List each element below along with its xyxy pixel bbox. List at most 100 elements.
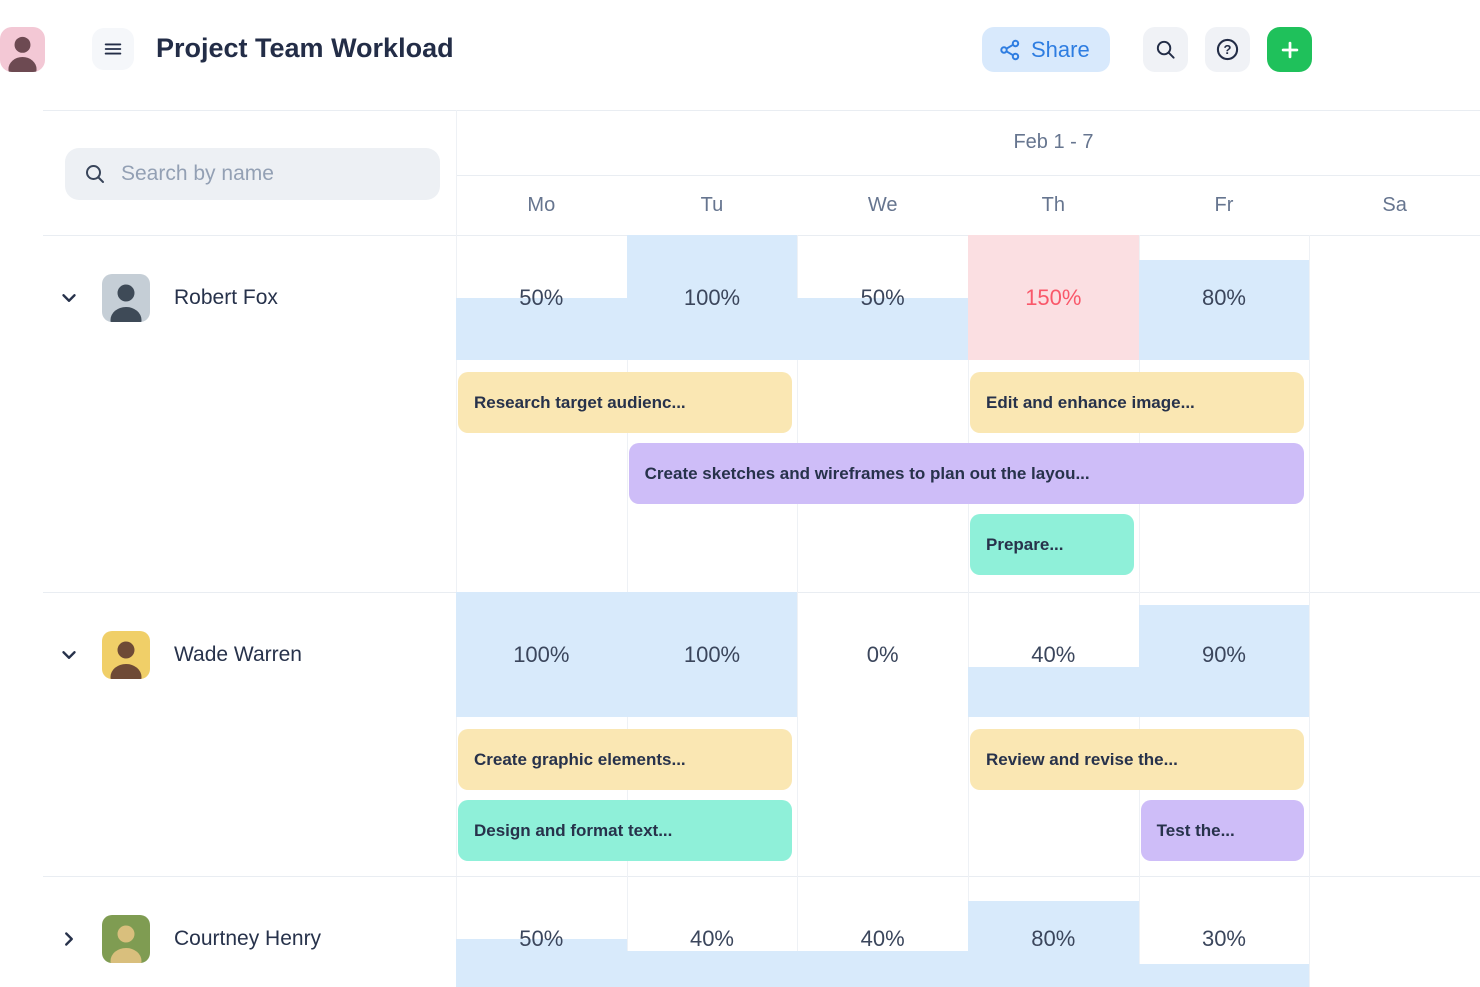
- help-button[interactable]: ?: [1205, 27, 1250, 72]
- day-header-sa: Sa: [1382, 193, 1407, 216]
- column-gridline: [1309, 235, 1311, 987]
- hamburger-menu-icon: [104, 43, 122, 55]
- task-bar[interactable]: Create sketches and wireframes to plan o…: [628, 443, 1305, 504]
- day-header-we: We: [867, 193, 898, 216]
- member-avatar: [102, 914, 150, 963]
- workload-cell-tu[interactable]: 100%: [626, 235, 798, 360]
- workload-cell-mo[interactable]: 50%: [456, 876, 627, 987]
- user-avatar[interactable]: [0, 27, 45, 72]
- day-header-fr: Fr: [1214, 193, 1234, 216]
- workload-fill: [626, 592, 798, 717]
- workload-cell-tu[interactable]: 100%: [626, 592, 798, 717]
- member-search-box: [65, 148, 440, 200]
- workload-percent-label: 100%: [683, 284, 741, 310]
- member-name: Wade Warren: [174, 642, 302, 666]
- task-label: Create sketches and wireframes to plan o…: [644, 463, 1090, 483]
- svg-text:?: ?: [1224, 42, 1232, 57]
- workload-cell-fr[interactable]: 80%: [1138, 235, 1310, 360]
- task-bar[interactable]: Review and revise the...: [970, 729, 1305, 790]
- workload-cell-fr[interactable]: 90%: [1138, 592, 1310, 717]
- workload-fill: [626, 951, 798, 987]
- day-header-th: Th: [1041, 193, 1065, 216]
- workload-percent-label: 40%: [1031, 641, 1076, 667]
- member-row-label: Courtney Henry: [56, 876, 321, 987]
- workload-cell-we[interactable]: 40%: [797, 876, 968, 987]
- member-name: Robert Fox: [174, 285, 278, 309]
- task-bar[interactable]: Test the...: [1140, 800, 1305, 861]
- row-toggle-button[interactable]: [56, 642, 82, 668]
- task-label: Review and revise the...: [986, 749, 1178, 769]
- row-toggle-button[interactable]: [56, 926, 82, 952]
- chevron-down-icon: [62, 650, 76, 659]
- workload-percent-label: 50%: [519, 284, 564, 310]
- workload-percent-label: 30%: [1201, 925, 1246, 951]
- member-search-input[interactable]: [119, 161, 426, 187]
- workload-cell-we[interactable]: 50%: [797, 235, 968, 360]
- global-search-button[interactable]: [1143, 27, 1188, 72]
- task-label: Research target audienc...: [474, 392, 686, 412]
- search-icon: [1156, 40, 1175, 59]
- member-photo-icon: [102, 630, 150, 679]
- menu-button[interactable]: [92, 28, 134, 70]
- workload-percent-label: 40%: [860, 925, 905, 951]
- workload-fill: [968, 667, 1139, 717]
- member-photo-icon: [102, 914, 150, 963]
- member-avatar: [102, 630, 150, 679]
- workload-fill: [456, 938, 627, 987]
- task-bar[interactable]: Edit and enhance image...: [970, 372, 1305, 433]
- task-label: Create graphic elements...: [474, 749, 686, 769]
- column-gridline: [797, 235, 799, 987]
- workload-cell-tu[interactable]: 40%: [626, 876, 798, 987]
- workload-fill: [797, 951, 968, 987]
- workload-percent-label: 50%: [519, 925, 564, 951]
- member-avatar: [102, 273, 150, 322]
- workload-fill: [968, 235, 1139, 360]
- workload-fill: [1138, 963, 1310, 987]
- workload-cell-th[interactable]: 80%: [968, 876, 1139, 987]
- chevron-down-icon: [62, 293, 76, 302]
- workload-cell-mo[interactable]: 100%: [456, 592, 627, 717]
- divider-line: [43, 110, 1480, 111]
- workload-cell-th[interactable]: 40%: [968, 592, 1139, 717]
- task-bar[interactable]: Prepare...: [970, 514, 1134, 575]
- workload-fill: [456, 592, 627, 717]
- share-button-label: Share: [1031, 36, 1090, 62]
- workload-cell-th[interactable]: 150%: [968, 235, 1139, 360]
- task-bar[interactable]: Research target audienc...: [458, 372, 793, 433]
- workload-percent-label: 150%: [1025, 284, 1082, 310]
- task-label: Prepare...: [986, 534, 1064, 554]
- workload-fill: [456, 297, 627, 360]
- chevron-right-icon: [65, 931, 73, 946]
- workload-cell-we[interactable]: 0%: [797, 592, 968, 717]
- member-row-label: Wade Warren: [56, 592, 302, 717]
- workload-percent-label: 0%: [866, 641, 899, 667]
- user-photo-icon: [0, 27, 45, 72]
- week-range-label: Feb 1 - 7: [1013, 131, 1094, 153]
- workload-percent-label: 80%: [1201, 284, 1246, 310]
- member-row-label: Robert Fox: [56, 235, 278, 360]
- share-icon: [1000, 39, 1020, 60]
- workload-fill: [1138, 260, 1310, 360]
- workload-percent-label: 100%: [683, 641, 741, 667]
- search-icon: [86, 165, 104, 183]
- panel-divider-line: [456, 110, 457, 987]
- workload-cell-mo[interactable]: 50%: [456, 235, 627, 360]
- divider-line: [456, 175, 1480, 176]
- task-label: Edit and enhance image...: [986, 392, 1195, 412]
- task-bar[interactable]: Create graphic elements...: [458, 729, 793, 790]
- workload-percent-label: 80%: [1031, 925, 1076, 951]
- task-bar[interactable]: Design and format text...: [458, 800, 793, 861]
- row-toggle-button[interactable]: [56, 285, 82, 311]
- add-button[interactable]: [1267, 27, 1312, 72]
- section-divider-line: [43, 876, 1480, 877]
- workload-cell-fr[interactable]: 30%: [1138, 876, 1310, 987]
- task-label: Test the...: [1156, 820, 1235, 840]
- task-label: Design and format text...: [474, 820, 673, 840]
- share-button[interactable]: Share: [982, 27, 1110, 72]
- page-title: Project Team Workload: [156, 33, 454, 63]
- workload-percent-label: 40%: [689, 925, 734, 951]
- member-name: Courtney Henry: [174, 926, 322, 950]
- workload-fill: [626, 235, 798, 360]
- day-header-mo: Mo: [527, 193, 556, 216]
